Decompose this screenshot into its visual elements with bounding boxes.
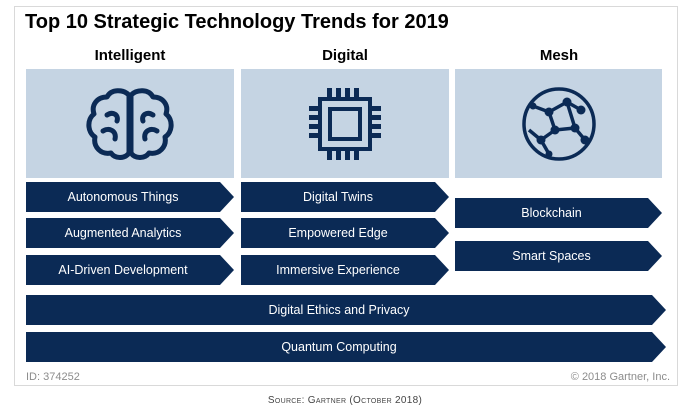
trend-ai-driven-development: AI-Driven Development bbox=[26, 255, 234, 285]
trend-smart-spaces: Smart Spaces bbox=[455, 241, 662, 271]
trend-immersive-experience: Immersive Experience bbox=[241, 255, 449, 285]
trend-autonomous-things: Autonomous Things bbox=[26, 182, 234, 212]
icon-panel-mesh bbox=[455, 69, 662, 178]
column-heading-digital: Digital bbox=[322, 47, 368, 64]
network-globe-icon bbox=[521, 86, 596, 161]
icon-panel-intelligent bbox=[26, 69, 234, 178]
icon-panel-digital bbox=[241, 69, 449, 178]
chip-icon bbox=[309, 87, 381, 160]
trend-empowered-edge: Empowered Edge bbox=[241, 218, 449, 248]
trend-blockchain: Blockchain bbox=[455, 198, 662, 228]
column-heading-mesh: Mesh bbox=[539, 47, 579, 64]
column-heading-intelligent: Intelligent bbox=[94, 47, 166, 64]
trend-digital-twins: Digital Twins bbox=[241, 182, 449, 212]
figure-title: Top 10 Strategic Technology Trends for 2… bbox=[25, 11, 449, 33]
trend-augmented-analytics: Augmented Analytics bbox=[26, 218, 234, 248]
brain-icon bbox=[86, 87, 174, 160]
copyright-notice: © 2018 Gartner, Inc. bbox=[570, 371, 670, 383]
trend-digital-ethics-and-privacy: Digital Ethics and Privacy bbox=[26, 295, 666, 325]
trend-quantum-computing: Quantum Computing bbox=[26, 332, 666, 362]
figure-id: ID: 374252 bbox=[26, 371, 80, 383]
source-caption: Source: Gartner (October 2018) bbox=[267, 395, 423, 406]
